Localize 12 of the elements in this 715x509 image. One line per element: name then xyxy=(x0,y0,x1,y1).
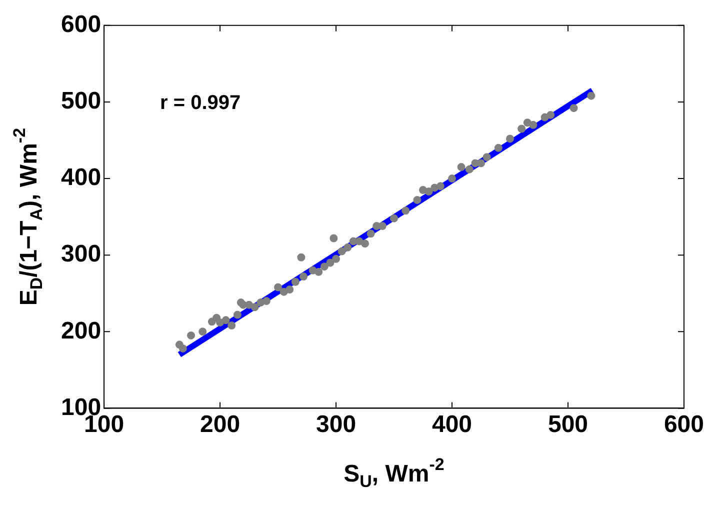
x-tick-label: 600 xyxy=(664,411,704,438)
y-tick-label: 300 xyxy=(60,240,102,268)
y-tick-label: 600 xyxy=(60,11,102,38)
x-tick-label: 500 xyxy=(548,411,588,438)
x-tick-label: 400 xyxy=(432,411,472,438)
x-tick-label: 300 xyxy=(316,411,356,438)
x-tick-label: 200 xyxy=(200,411,240,438)
y-axis-title: ED/(1−TA), Wm-2 xyxy=(10,128,46,306)
annotation: r = 0.997 xyxy=(160,92,241,114)
y-tick-label: 500 xyxy=(60,88,102,115)
y-tick-label: 200 xyxy=(60,317,102,344)
y-tick-label: 400 xyxy=(60,164,102,192)
